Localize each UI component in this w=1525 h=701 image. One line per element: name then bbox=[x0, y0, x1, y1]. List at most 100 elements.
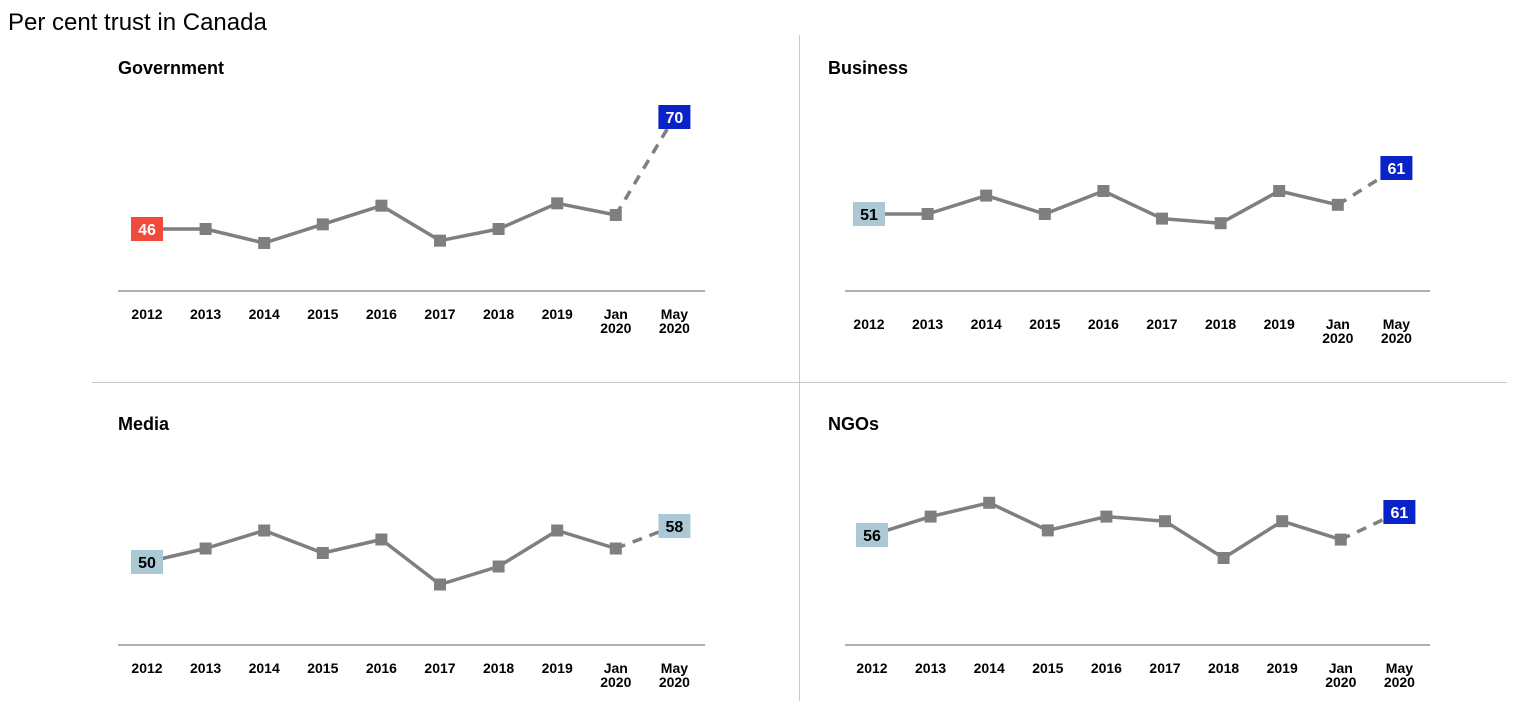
data-point-marker bbox=[1100, 510, 1113, 523]
x-tick-label: Jan 2020 bbox=[600, 306, 631, 336]
data-label: 51 bbox=[860, 207, 878, 224]
data-label-box bbox=[131, 550, 163, 574]
x-tick-label: May 2020 bbox=[659, 306, 690, 336]
series-line-dashed bbox=[614, 116, 676, 216]
data-label: 50 bbox=[138, 555, 156, 572]
data-point-marker bbox=[375, 199, 388, 212]
data-point-marker bbox=[199, 542, 212, 555]
data-label: 58 bbox=[666, 519, 684, 536]
data-point-marker bbox=[609, 542, 622, 555]
x-tick-label: 2018 bbox=[483, 306, 514, 322]
data-point-marker bbox=[980, 189, 993, 202]
x-tick-label: 2017 bbox=[1149, 660, 1180, 676]
x-tick-label: 2017 bbox=[424, 306, 455, 322]
x-tick-label: 2019 bbox=[542, 306, 573, 322]
data-label: 70 bbox=[666, 110, 684, 127]
x-tick-label: 2012 bbox=[853, 316, 884, 332]
vertical-divider bbox=[799, 35, 800, 701]
horizontal-divider bbox=[92, 382, 1507, 383]
data-point-marker bbox=[1273, 185, 1286, 197]
x-tick-label: 2013 bbox=[915, 660, 946, 676]
data-label: 61 bbox=[1388, 161, 1406, 178]
x-tick-label: 2016 bbox=[1088, 316, 1119, 332]
x-tick-label: 2015 bbox=[307, 660, 338, 676]
x-tick-label: Jan 2020 bbox=[1322, 316, 1353, 346]
data-point-marker bbox=[921, 208, 934, 220]
data-label-box bbox=[1383, 500, 1416, 524]
x-tick-label: 2018 bbox=[1208, 660, 1239, 676]
data-point-marker bbox=[1276, 515, 1289, 528]
x-tick-label: 2012 bbox=[131, 660, 162, 676]
data-point-marker bbox=[375, 533, 388, 546]
data-point-marker bbox=[609, 209, 622, 221]
x-tick-label: 2014 bbox=[249, 660, 280, 676]
data-label: 61 bbox=[1391, 505, 1409, 522]
x-tick-label: May 2020 bbox=[1384, 660, 1415, 690]
x-tick-label: 2012 bbox=[131, 306, 162, 322]
panel-title: Business bbox=[828, 58, 908, 78]
data-point-marker bbox=[492, 223, 505, 235]
x-tick-label: 2014 bbox=[249, 306, 280, 322]
x-tick-label: 2012 bbox=[856, 660, 887, 676]
chart-panel-ngos: NGOs 2012 2013 2014 2015 2016 2017 2018 2019 Jan 2… bbox=[828, 414, 1430, 690]
x-tick-label: Jan 2020 bbox=[1325, 660, 1356, 690]
page-title: Per cent trust in Canada bbox=[8, 9, 267, 36]
data-point-marker bbox=[434, 578, 446, 591]
data-label: 46 bbox=[138, 222, 156, 239]
data-point-marker bbox=[1217, 552, 1230, 564]
x-tick-label: 2016 bbox=[366, 660, 397, 676]
x-tick-label: 2014 bbox=[974, 660, 1005, 676]
chart-panel-business: Business 2012 2013 2014 2015 2016 2017 2018 2019… bbox=[828, 58, 1430, 346]
data-point-marker bbox=[1159, 515, 1171, 528]
x-tick-label: 2014 bbox=[971, 316, 1002, 332]
x-tick-label: 2019 bbox=[542, 660, 573, 676]
data-point-marker bbox=[258, 524, 271, 537]
data-label-box bbox=[658, 514, 691, 538]
data-label-box bbox=[856, 523, 888, 547]
data-point-marker bbox=[924, 510, 937, 523]
data-point-marker bbox=[316, 218, 329, 231]
data-point-marker bbox=[551, 524, 564, 537]
data-point-marker bbox=[1041, 524, 1054, 537]
x-tick-label: 2015 bbox=[1029, 316, 1060, 332]
panel-title: Government bbox=[118, 58, 224, 78]
x-tick-label: 2013 bbox=[912, 316, 943, 332]
x-tick-label: 2013 bbox=[190, 306, 221, 322]
x-tick-label: 2015 bbox=[307, 306, 338, 322]
data-point-marker bbox=[1331, 198, 1344, 211]
data-label-box bbox=[658, 105, 691, 129]
data-point-marker bbox=[258, 237, 271, 249]
panel-title: NGOs bbox=[828, 414, 879, 434]
data-point-marker bbox=[199, 223, 212, 235]
x-tick-label: Jan 2020 bbox=[600, 660, 631, 690]
x-tick-label: 2017 bbox=[1146, 316, 1177, 332]
panel-title: Media bbox=[118, 414, 170, 434]
data-point-marker bbox=[316, 547, 329, 559]
chart-panel-government: Government 2012 2013 2014 2015 2016 2017 2018 20… bbox=[118, 58, 705, 336]
x-tick-label: 2018 bbox=[483, 660, 514, 676]
data-point-marker bbox=[434, 234, 446, 247]
x-tick-label: 2016 bbox=[1091, 660, 1122, 676]
data-label: 56 bbox=[863, 528, 881, 545]
data-point-marker bbox=[551, 197, 564, 210]
data-point-marker bbox=[1156, 212, 1168, 225]
data-label-box bbox=[1380, 156, 1413, 180]
data-point-marker bbox=[983, 496, 996, 509]
x-tick-label: 2016 bbox=[366, 306, 397, 322]
data-point-marker bbox=[1214, 217, 1227, 230]
chart-panel-media: Media 2012 2013 2014 2015 2016 2017 2018 2019 Jan… bbox=[118, 414, 705, 690]
data-label-box bbox=[853, 202, 885, 226]
data-label-box bbox=[131, 217, 163, 241]
x-tick-label: 2019 bbox=[1264, 316, 1295, 332]
data-point-marker bbox=[492, 560, 505, 573]
x-tick-label: 2018 bbox=[1205, 316, 1236, 332]
data-point-marker bbox=[1097, 185, 1110, 197]
x-tick-label: 2013 bbox=[190, 660, 221, 676]
x-tick-label: May 2020 bbox=[659, 660, 690, 690]
data-point-marker bbox=[1334, 533, 1347, 546]
x-tick-label: 2019 bbox=[1267, 660, 1298, 676]
x-tick-label: 2015 bbox=[1032, 660, 1063, 676]
x-tick-label: 2017 bbox=[424, 660, 455, 676]
data-point-marker bbox=[1038, 208, 1051, 220]
